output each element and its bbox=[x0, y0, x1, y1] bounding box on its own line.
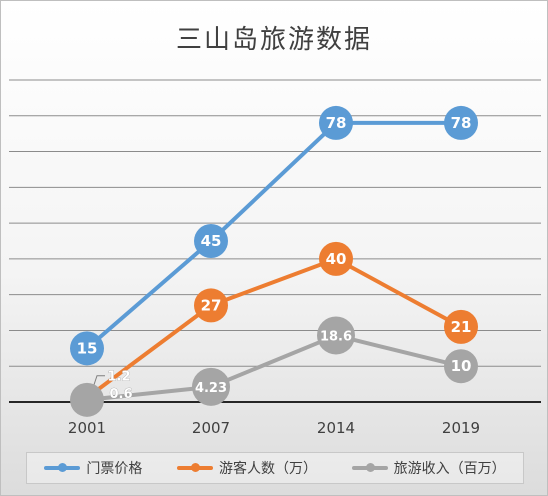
data-point-marker bbox=[319, 241, 353, 276]
data-label: 10 bbox=[451, 357, 472, 375]
x-tick-label: 2014 bbox=[317, 419, 355, 437]
x-tick-label: 2001 bbox=[68, 419, 106, 437]
legend-label-ticket-price: 门票价格 bbox=[86, 461, 143, 477]
legend-swatch-revenue bbox=[351, 463, 388, 472]
data-label: 21 bbox=[451, 318, 472, 336]
legend-item-visitors: 游客人数（万） bbox=[176, 458, 317, 478]
legend-label-visitors: 游客人数（万） bbox=[218, 461, 317, 477]
series-line bbox=[85, 120, 461, 350]
legend-item-revenue: 旅游收入（百万） bbox=[351, 458, 506, 478]
data-label: 4.23 bbox=[195, 381, 227, 396]
x-tick-label: 2019 bbox=[442, 419, 480, 437]
chart-legend: 门票价格 游客人数（万） 旅游收入（百万） bbox=[26, 452, 524, 484]
data-point-marker bbox=[70, 382, 104, 417]
legend-swatch-visitors bbox=[176, 463, 213, 472]
x-tick-label: 2007 bbox=[192, 419, 230, 437]
data-point-marker bbox=[317, 316, 355, 355]
data-point-marker bbox=[194, 224, 228, 258]
data-point-marker bbox=[444, 309, 478, 344]
data-point-marker bbox=[319, 105, 353, 140]
legend-item-ticket-price: 门票价格 bbox=[44, 458, 142, 478]
data-label: 0.6 bbox=[109, 387, 132, 402]
data-point-marker bbox=[70, 331, 104, 366]
chart-title: 三山岛旅游数据 bbox=[175, 25, 372, 55]
data-label: 18.6 bbox=[320, 329, 352, 344]
data-label: 78 bbox=[326, 114, 347, 132]
data-point-marker bbox=[444, 349, 478, 384]
series-line bbox=[86, 333, 462, 402]
legend-swatch-ticket-price bbox=[44, 463, 81, 472]
data-label: 1.2 bbox=[107, 370, 130, 385]
data-point-marker bbox=[444, 105, 478, 140]
data-label: 27 bbox=[201, 296, 222, 314]
data-label: 40 bbox=[326, 250, 347, 268]
data-label: 45 bbox=[201, 232, 222, 250]
legend-label-revenue: 旅游收入（百万） bbox=[393, 461, 506, 477]
series-line bbox=[85, 256, 462, 400]
data-label: 15 bbox=[77, 339, 98, 357]
data-point-marker bbox=[192, 367, 230, 406]
data-label: 78 bbox=[451, 114, 472, 132]
data-point-marker bbox=[194, 288, 228, 323]
